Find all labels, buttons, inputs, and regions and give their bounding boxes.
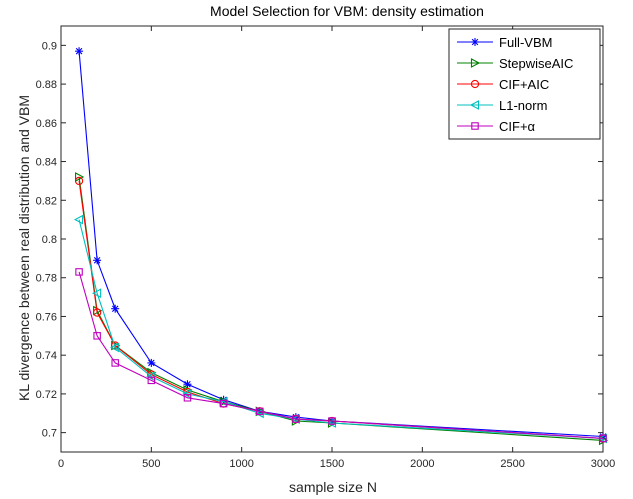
x-tick-label: 0 — [58, 458, 64, 470]
data-point — [73, 214, 84, 225]
data-point — [75, 172, 85, 182]
y-axis-label: KL divergence between real distribution … — [16, 95, 32, 401]
data-point — [471, 38, 479, 46]
legend-label: CIF+α — [499, 119, 536, 134]
data-point — [599, 434, 607, 443]
data-point — [183, 380, 192, 389]
data-point — [74, 176, 84, 186]
data-point — [110, 342, 120, 353]
data-point — [146, 371, 156, 382]
y-tick-label: 0.8 — [42, 234, 57, 246]
y-tick-label: 0.9 — [42, 40, 57, 52]
y-tick-label: 0.88 — [36, 79, 57, 91]
x-tick-label: 1000 — [229, 458, 253, 470]
data-point — [292, 415, 300, 423]
y-tick-label: 0.76 — [36, 311, 57, 323]
x-tick-label: 2000 — [410, 458, 434, 470]
y-tick-label: 0.7 — [42, 428, 57, 440]
x-tick-label: 1500 — [320, 458, 344, 470]
y-tick-label: 0.82 — [36, 195, 57, 207]
legend: Full-VBM StepwiseAIC CIF+AIC L1-norm CIF+α — [448, 28, 601, 140]
x-tick-label: 500 — [142, 458, 160, 470]
y-tick-label: 0.84 — [36, 157, 57, 169]
x-tick-label: 3000 — [591, 458, 615, 470]
data-point — [469, 100, 480, 110]
data-point — [470, 58, 481, 68]
data-point — [471, 122, 479, 130]
legend-label: Full-VBM — [499, 35, 552, 50]
data-point — [75, 47, 84, 56]
data-point — [92, 308, 102, 317]
data-point — [470, 79, 480, 89]
y-tick-label: 0.86 — [36, 118, 57, 130]
y-tick-label: 0.72 — [36, 389, 57, 401]
data-point — [183, 394, 192, 402]
data-point — [328, 417, 336, 425]
data-point — [91, 288, 102, 299]
data-point — [182, 388, 192, 399]
x-axis: 0 500 1000 1500 2000 2500 3000 — [58, 26, 615, 470]
series-layer — [73, 47, 609, 446]
y-tick-label: 0.78 — [36, 273, 57, 285]
data-point — [147, 358, 156, 367]
data-point — [75, 268, 83, 276]
series-line — [78, 219, 604, 439]
x-tick-label: 2500 — [500, 458, 524, 470]
chart-title: Model Selection for VBM: density estimat… — [210, 3, 484, 19]
data-point — [147, 376, 156, 385]
legend-label: L1-norm — [499, 98, 547, 113]
legend-label: CIF+AIC — [499, 77, 549, 92]
y-tick-label: 0.74 — [36, 350, 57, 362]
data-point — [93, 332, 101, 340]
y-axis: 0.7 0.72 0.74 0.76 0.78 0.8 0.82 0.84 0.86 0.88 0.… — [36, 40, 603, 440]
legend-label: StepwiseAIC — [499, 56, 573, 71]
data-point — [255, 407, 264, 416]
series-line — [78, 271, 604, 439]
data-point — [111, 304, 120, 313]
data-point — [111, 359, 119, 367]
x-axis-label: sample size N — [289, 479, 377, 495]
data-point — [219, 399, 228, 408]
data-point — [93, 256, 102, 265]
series-line — [78, 51, 604, 438]
